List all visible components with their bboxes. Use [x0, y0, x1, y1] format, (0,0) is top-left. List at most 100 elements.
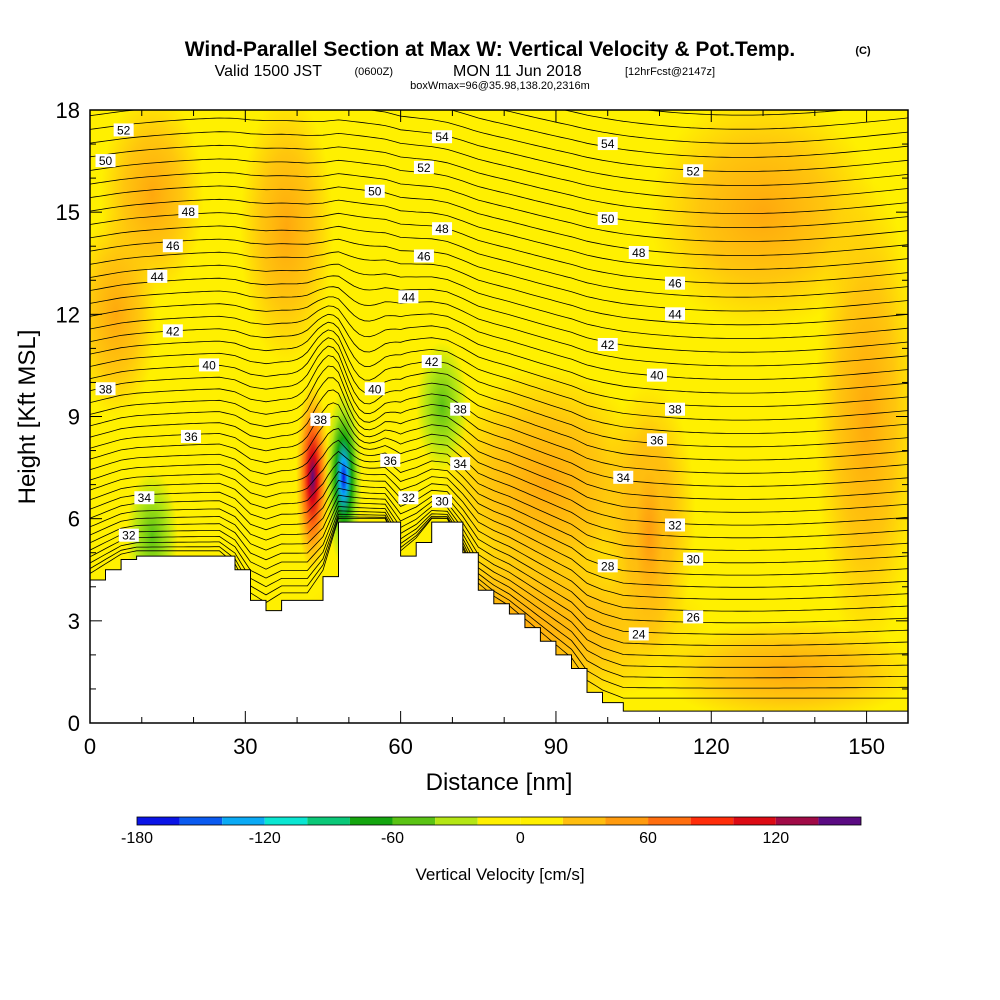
contour-label-text: 34: [453, 457, 467, 471]
y-tick-label: 0: [68, 711, 80, 736]
contour-label-box: [665, 276, 686, 290]
contour-label: 54: [597, 137, 618, 151]
theta-contour: [90, 450, 908, 576]
contour-label-text: 40: [202, 358, 216, 372]
theta-contour: [90, 345, 908, 461]
contour-label-box: [380, 453, 401, 467]
contour-label: 36: [646, 433, 667, 447]
theta-contour: [90, 117, 908, 186]
contour-label-box: [597, 559, 618, 573]
theta-contour: [90, 251, 908, 326]
contour-label-box: [628, 627, 649, 641]
colorbar-swatch: [562, 817, 606, 825]
colorbar-tick-label: -60: [381, 830, 404, 847]
contour-label-text: 26: [686, 610, 700, 624]
theta-contour: [90, 516, 908, 689]
x-tick-label: 0: [84, 734, 96, 759]
contour-label-box: [162, 324, 183, 338]
contour-label-box: [646, 433, 667, 447]
contour-label: 38: [450, 402, 471, 417]
contour-label-box: [665, 402, 686, 416]
theta-contour: [90, 494, 908, 635]
contour-label-box: [95, 382, 116, 396]
contour-label-box: [646, 368, 667, 382]
contour-label-box: [628, 246, 649, 260]
contour-label-text: 44: [668, 307, 682, 321]
x-tick-label: 120: [693, 734, 730, 759]
contour-label-box: [432, 222, 453, 236]
colorbar-tick-label: 120: [762, 830, 789, 847]
contour-label-box: [413, 160, 434, 174]
theta-contour: [643, 110, 850, 116]
weak-updraft-region: [240, 110, 334, 366]
contour-label: 40: [199, 358, 220, 372]
valid-utc: (0600Z): [354, 66, 393, 78]
contour-label-text: 48: [632, 246, 646, 260]
updraft-core: [623, 416, 676, 655]
colorbar-swatch: [349, 817, 393, 825]
contour-label: 42: [162, 324, 183, 338]
contour-label-text: 32: [402, 491, 416, 505]
contour-label: 50: [95, 154, 116, 168]
contour-label: 34: [613, 470, 634, 485]
colorbar-tick-label: 60: [639, 830, 657, 847]
colorbar-swatch: [477, 817, 521, 825]
contour-label-box: [597, 211, 618, 225]
contour-label-box: [113, 123, 134, 137]
terrain-mask: [90, 521, 908, 723]
contour-label-text: 34: [138, 491, 152, 505]
theta-contour: [90, 212, 908, 284]
contour-label: 50: [364, 184, 385, 199]
contour-label-text: 24: [632, 627, 646, 641]
contour-label-text: 38: [314, 413, 328, 427]
contour-label-text: 48: [182, 205, 196, 219]
potential-temperature-contours: [90, 110, 908, 699]
theta-contour: [90, 225, 908, 298]
contour-label: 52: [683, 164, 704, 178]
contour-label: 34: [134, 491, 155, 505]
contour-label-text: 38: [453, 403, 467, 417]
colorbar-swatch: [605, 817, 649, 825]
contour-label: 38: [665, 402, 686, 417]
contour-label-box: [134, 491, 155, 505]
contour-label-box: [665, 518, 686, 532]
contour-label: 48: [432, 222, 453, 236]
contour-label-text: 44: [402, 290, 416, 304]
contour-label-text: 54: [435, 130, 449, 144]
contour-label-text: 42: [166, 324, 180, 338]
colorbar-swatch: [392, 817, 436, 825]
theta-contour: [90, 513, 908, 679]
contour-label-box: [398, 290, 419, 304]
contour-label-box: [162, 239, 183, 253]
contour-label: 46: [162, 239, 183, 253]
contour-label: 32: [665, 518, 686, 532]
contour-label: 34: [450, 457, 471, 471]
theta-contour: [90, 286, 908, 367]
contour-label: 38: [95, 382, 116, 396]
theta-contour: [90, 296, 908, 381]
contour-label: 26: [683, 610, 704, 624]
theta-contour: [90, 439, 908, 564]
contour-label-text: 40: [368, 382, 382, 396]
colorbar-tick-label: -180: [121, 830, 153, 847]
contour-label: 46: [665, 276, 686, 291]
theta-contour: [90, 185, 908, 256]
theta-contour: [90, 158, 908, 228]
chart-title: Wind-Parallel Section at Max W: Vertical…: [185, 38, 796, 61]
contour-label-box: [147, 269, 168, 283]
contour-label-text: 50: [601, 212, 615, 226]
theta-contour: [449, 110, 908, 158]
contour-label: 40: [646, 368, 667, 383]
contour-label-box: [310, 412, 331, 426]
contour-label: 42: [597, 337, 618, 352]
colorbar-swatch: [179, 817, 223, 825]
contour-label: 32: [398, 491, 419, 505]
contour-label: 52: [113, 123, 134, 137]
contour-label-text: 32: [668, 518, 682, 532]
contour-label-text: 30: [435, 495, 449, 509]
contour-label: 36: [180, 429, 201, 444]
contour-label-text: 48: [435, 222, 449, 236]
contour-label: 40: [364, 382, 385, 396]
